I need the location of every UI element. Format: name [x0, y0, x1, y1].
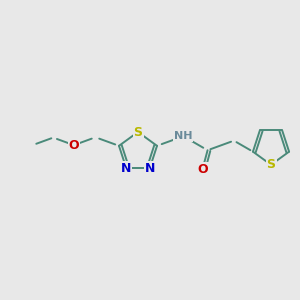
Text: S: S — [134, 125, 142, 139]
Text: O: O — [197, 163, 208, 176]
Text: N: N — [145, 162, 155, 175]
Text: N: N — [121, 162, 131, 175]
Text: S: S — [266, 158, 275, 171]
Text: NH: NH — [174, 131, 193, 141]
Text: O: O — [69, 139, 79, 152]
